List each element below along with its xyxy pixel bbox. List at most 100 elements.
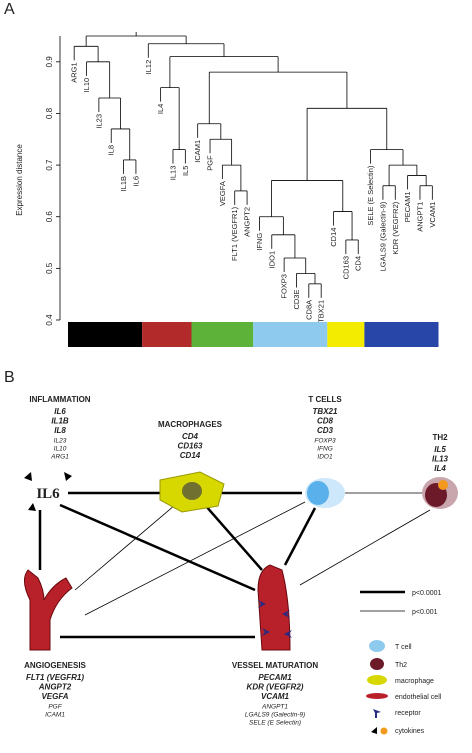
edge <box>283 507 317 566</box>
gene: ANGPT1 <box>261 704 288 711</box>
gene: ICAM1 <box>45 712 65 719</box>
legend-label: receptor <box>395 710 421 717</box>
gene-bold: CD163 <box>178 442 203 451</box>
leaf-label: CD3E <box>292 290 301 310</box>
gene-bold: CD8 <box>317 417 334 426</box>
gene-bold: CD14 <box>180 451 201 460</box>
gene-bold: KDR (VEGFR2) <box>247 683 304 692</box>
leaf-label: ICAM1 <box>193 140 202 163</box>
leaf-label: IL12 <box>144 60 153 75</box>
node-title: T CELLS <box>308 395 342 404</box>
node-title: VESSEL MATURATION <box>232 661 318 670</box>
node-title: MACROPHAGES <box>158 420 223 429</box>
cytokine-icon <box>438 480 448 490</box>
cytokine-icon <box>24 472 32 481</box>
edge <box>84 501 306 616</box>
gene-bold: IL13 <box>432 455 449 464</box>
panel-label: B <box>4 369 15 386</box>
icons: IL6 <box>24 471 458 651</box>
gene: SELE (E Selectin) <box>249 720 301 727</box>
leaf-label: CD8A <box>304 300 313 320</box>
legend-label: Th2 <box>395 662 407 669</box>
legend-icon <box>371 727 377 734</box>
gene-bold: VEGFA <box>41 692 68 701</box>
receptors <box>258 600 292 638</box>
gene: LGALS9 (Galectin-9) <box>245 712 305 719</box>
vessel-icon <box>24 569 73 651</box>
legend-label: macrophage <box>395 678 434 685</box>
leaf-label: IFNG <box>255 233 264 251</box>
edge <box>299 509 431 586</box>
leaf-label: SELE (E Selectin) <box>366 165 375 226</box>
node-title: TH2 <box>432 433 448 442</box>
gene-bold: IL1B <box>51 417 69 426</box>
edge <box>204 504 263 571</box>
receptor <box>282 610 290 618</box>
legend-label: endothelial cell <box>395 694 442 701</box>
gene-bold: FLT1 (VEGFR1) <box>26 673 84 682</box>
legend-icon <box>367 675 387 685</box>
leaf-label: VEGFA <box>218 181 227 206</box>
leaf-label: VCAM1 <box>428 202 437 228</box>
leaf-label: CD4 <box>354 256 363 271</box>
legend-icon <box>380 727 388 735</box>
cluster-band <box>364 322 439 347</box>
legend-icon <box>366 693 388 699</box>
gene: FOXP3 <box>314 438 336 445</box>
legend-icon <box>370 658 384 670</box>
panel-label: A <box>4 1 15 18</box>
leaf-label: PECAM1 <box>403 191 412 222</box>
gene-bold: IL5 <box>434 445 446 454</box>
cluster-band <box>253 322 328 347</box>
leaf-label: PGF <box>206 155 215 171</box>
leaf-label: ARG1 <box>70 62 79 82</box>
receptor <box>258 600 266 608</box>
gene-bold: IL8 <box>54 426 66 435</box>
leaf-label: IL6 <box>131 176 140 186</box>
legend-icon <box>369 640 385 652</box>
nucleus <box>307 481 329 505</box>
node-title: ANGIOGENESIS <box>24 661 86 670</box>
gene: ARG1 <box>50 454 69 461</box>
leaf-label: IL1B <box>119 176 128 191</box>
gene-bold: PECAM1 <box>258 673 292 682</box>
axis-label: Expression distance <box>15 144 24 216</box>
leaf-label: ANGPT1 <box>415 202 424 232</box>
cluster-band <box>68 322 143 347</box>
y-tick-label: 0.6 <box>45 211 54 223</box>
gene: IDO1 <box>317 454 333 461</box>
gene: IFNG <box>317 446 333 453</box>
gene-bold: CD4 <box>182 432 199 441</box>
nucleus <box>182 482 202 500</box>
gene-bold: VCAM1 <box>261 692 290 701</box>
gene: IL23 <box>54 438 67 445</box>
leaf-label: TBX21 <box>317 300 326 323</box>
edges <box>38 491 431 639</box>
y-tick-label: 0.5 <box>45 262 54 274</box>
leaf-label: FOXP3 <box>280 274 289 299</box>
leaf-label: ANGPT2 <box>243 207 252 237</box>
leaf-label: CD14 <box>329 228 338 247</box>
legend-icon <box>373 709 381 718</box>
gene-bold: IL4 <box>434 464 446 473</box>
legend-label: p<0.0001 <box>412 590 441 597</box>
cluster-band <box>327 322 365 347</box>
leaf-label: KDR (VEGFR2) <box>391 201 400 254</box>
cytokine-icon <box>64 472 72 481</box>
il6-icon: IL6 <box>36 486 60 502</box>
gene-bold: IL6 <box>54 407 66 416</box>
leaf-label: IL4 <box>156 104 165 114</box>
leaf-label: IL13 <box>168 166 177 181</box>
cluster-band <box>191 322 254 347</box>
legend: p<0.0001 p<0.001 T cell Th2 macrophage e… <box>360 590 442 735</box>
leaf-label: IL5 <box>181 166 190 176</box>
legend-label: cytokines <box>395 728 425 735</box>
leaf-label: IL23 <box>94 114 103 129</box>
y-tick-label: 0.8 <box>45 107 54 119</box>
gene-bold: CD3 <box>317 426 334 435</box>
receptor <box>262 628 270 636</box>
edge <box>74 504 176 591</box>
edge <box>59 503 256 592</box>
node-title: INFLAMMATION <box>29 395 90 404</box>
gene: IL10 <box>54 446 67 453</box>
